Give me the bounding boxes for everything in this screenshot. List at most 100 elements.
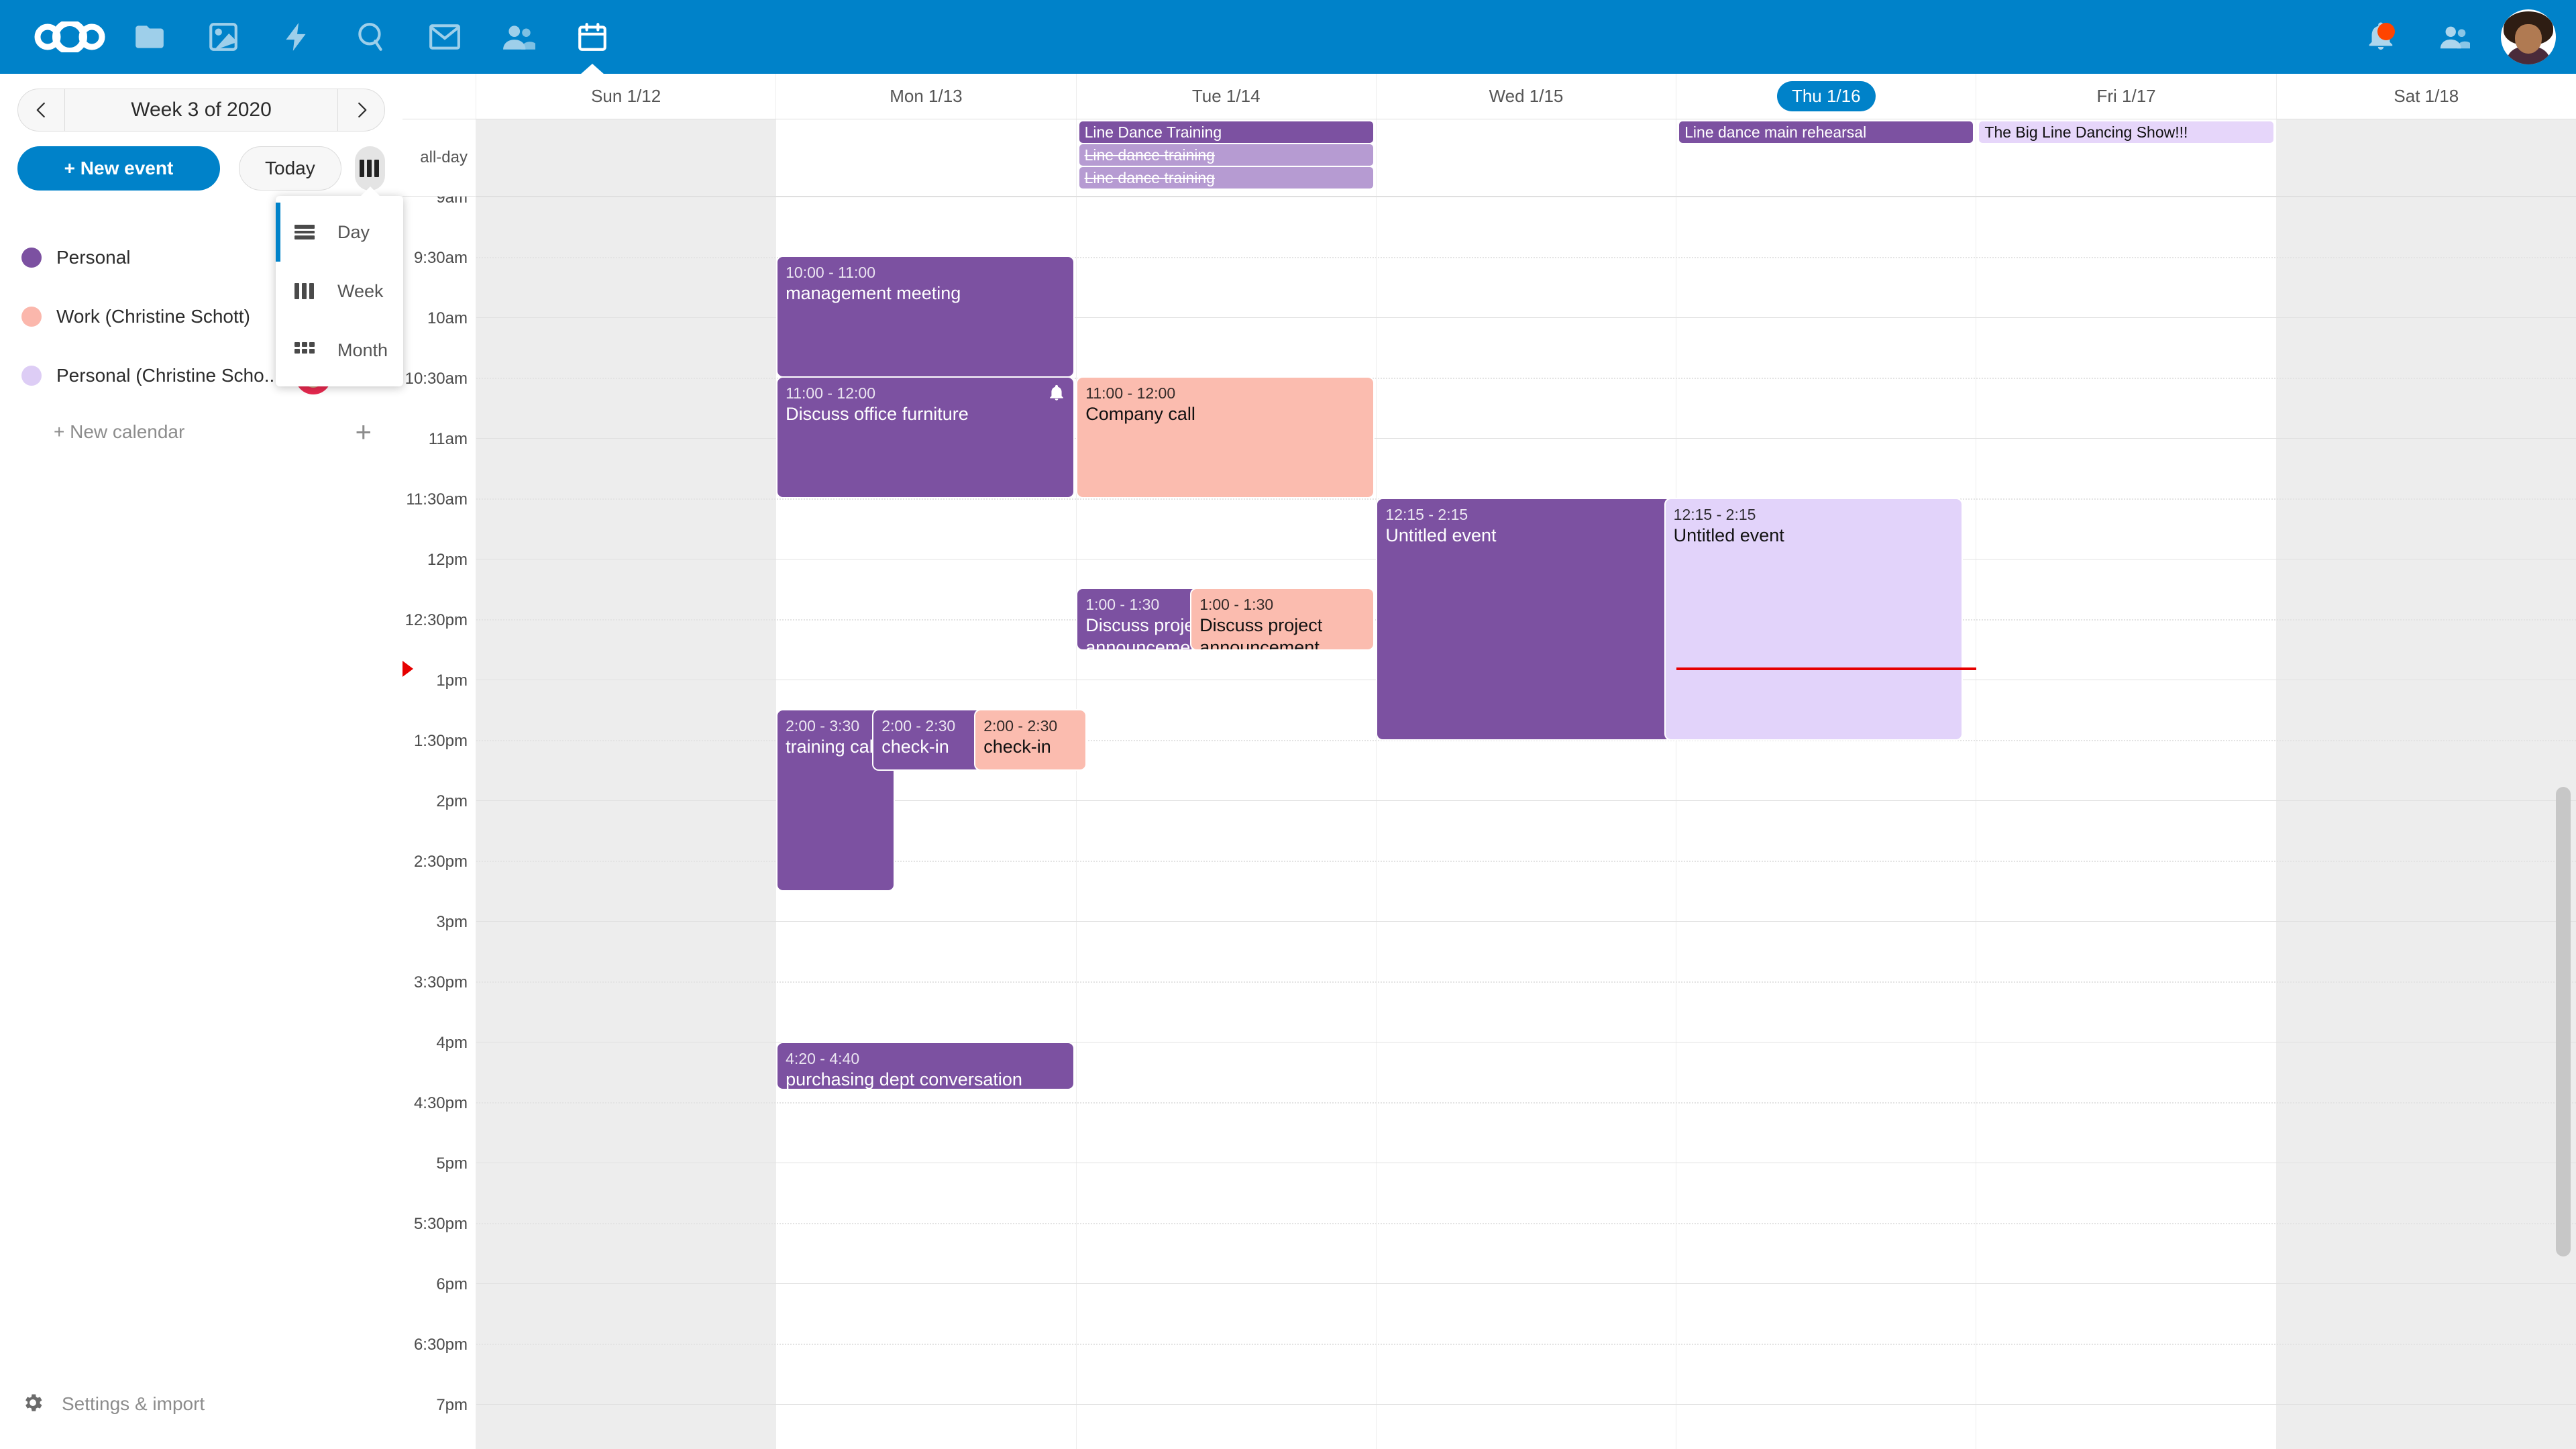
time-slot-day-4[interactable] (1676, 1223, 1977, 1283)
time-slot-day-3[interactable] (1377, 317, 1677, 378)
time-slot-day-1[interactable] (776, 317, 1077, 378)
time-slot-day-5[interactable] (1976, 921, 2277, 981)
datepicker-title[interactable]: Week 3 of 2020 (131, 99, 272, 121)
time-slot-day-3[interactable] (1377, 197, 1677, 257)
all-day-cell-5[interactable]: The Big Line Dancing Show!!! (1976, 119, 2277, 196)
time-slot-day-1[interactable] (776, 861, 1077, 921)
day-header-1[interactable]: Mon 1/13 (776, 74, 1077, 119)
time-slot-day-5[interactable] (1976, 378, 2277, 438)
time-slot-day-6[interactable] (2276, 680, 2576, 740)
all-day-cell-2[interactable]: Line Dance Training Line dance training Li… (1077, 119, 1377, 196)
time-slot-day-3[interactable] (1377, 438, 1677, 498)
time-slot-day-6[interactable] (2276, 197, 2576, 257)
time-slot-day-1[interactable] (776, 438, 1077, 498)
time-slot-day-4[interactable] (1676, 861, 1977, 921)
time-slot-day-5[interactable] (1976, 1344, 2277, 1404)
all-day-cell-1[interactable] (776, 119, 1077, 196)
time-slot-day-0[interactable] (476, 257, 777, 317)
notifications-bell-icon[interactable] (2344, 0, 2418, 74)
time-slot-day-5[interactable] (1976, 1042, 2277, 1102)
time-slot-day-1[interactable] (776, 800, 1077, 861)
time-slot-day-5[interactable] (1976, 498, 2277, 559)
day-header-5[interactable]: Fri 1/17 (1976, 74, 2277, 119)
new-event-button[interactable]: + New event (17, 146, 220, 191)
all-day-event[interactable]: Line dance training (1079, 144, 1373, 166)
time-slot-day-4[interactable] (1676, 378, 1977, 438)
calendar-event[interactable]: 2:00 - 2:30 check-in (975, 710, 1086, 769)
calendar-event[interactable]: 11:00 - 12:00 Discuss office furniture (777, 378, 1074, 497)
time-slot-day-4[interactable] (1676, 680, 1977, 740)
time-slot-day-0[interactable] (476, 861, 777, 921)
time-slot-day-2[interactable] (1077, 1102, 1377, 1163)
time-slot-day-2[interactable] (1077, 1223, 1377, 1283)
time-slot-day-6[interactable] (2276, 1283, 2576, 1344)
day-header-4[interactable]: Thu 1/16 (1676, 74, 1977, 119)
time-slot-day-4[interactable] (1676, 559, 1977, 619)
calendar-event[interactable]: 12:15 - 2:15 Untitled event (1665, 499, 1962, 739)
time-slot-day-5[interactable] (1976, 740, 2277, 800)
time-slot-day-5[interactable] (1976, 1163, 2277, 1223)
time-slot-day-0[interactable] (476, 1283, 777, 1344)
all-day-event[interactable]: Line Dance Training (1079, 121, 1373, 143)
time-slot-day-2[interactable] (1077, 378, 1377, 438)
time-slot-day-5[interactable] (1976, 438, 2277, 498)
time-slot-day-0[interactable] (476, 317, 777, 378)
files-icon[interactable] (113, 0, 186, 74)
time-slot-day-1[interactable] (776, 498, 1077, 559)
time-slot-day-2[interactable] (1077, 197, 1377, 257)
previous-week-button[interactable] (18, 89, 65, 131)
time-slot-day-6[interactable] (2276, 1102, 2576, 1163)
calendar-event[interactable]: 10:00 - 11:00 management meeting (777, 257, 1074, 376)
time-slot-day-0[interactable] (476, 1163, 777, 1223)
time-slot-day-4[interactable] (1676, 498, 1977, 559)
time-slot-day-2[interactable] (1077, 1283, 1377, 1344)
view-switcher-button[interactable] (354, 146, 385, 191)
time-slot-day-6[interactable] (2276, 1223, 2576, 1283)
time-slot-day-1[interactable] (776, 257, 1077, 317)
contacts-icon[interactable] (482, 0, 555, 74)
time-slot-day-0[interactable] (476, 619, 777, 680)
time-slot-day-6[interactable] (2276, 740, 2576, 800)
view-option-week[interactable]: Week (276, 262, 403, 321)
time-slot-day-0[interactable] (476, 438, 777, 498)
time-slot-day-6[interactable] (2276, 981, 2576, 1042)
time-slot-day-1[interactable] (776, 1223, 1077, 1283)
time-slot-day-6[interactable] (2276, 1404, 2576, 1449)
time-slot-day-0[interactable] (476, 680, 777, 740)
vertical-scrollbar[interactable] (2556, 787, 2571, 1256)
all-day-cell-4[interactable]: Line dance main rehearsal (1676, 119, 1977, 196)
time-slot-day-2[interactable] (1077, 438, 1377, 498)
calendar-event[interactable]: 1:00 - 1:30 Discuss project announcement (1191, 589, 1374, 649)
time-slot-day-2[interactable] (1077, 1163, 1377, 1223)
view-option-day[interactable]: Day (276, 203, 403, 262)
time-slot-day-5[interactable] (1976, 257, 2277, 317)
time-slot-day-0[interactable] (476, 740, 777, 800)
time-slot-day-2[interactable] (1077, 1404, 1377, 1449)
calendar-event[interactable]: 12:15 - 2:15 Untitled event (1377, 499, 1674, 739)
nextcloud-logo[interactable] (27, 13, 113, 60)
time-slot-day-0[interactable] (476, 800, 777, 861)
time-slot-day-4[interactable] (1676, 921, 1977, 981)
time-slot-day-3[interactable] (1377, 981, 1677, 1042)
time-slot-day-3[interactable] (1377, 740, 1677, 800)
time-slot-day-4[interactable] (1676, 1042, 1977, 1102)
day-header-2[interactable]: Tue 1/14 (1077, 74, 1377, 119)
time-slot-day-5[interactable] (1976, 619, 2277, 680)
calendar-event[interactable]: 4:20 - 4:40 purchasing dept conversation (777, 1043, 1074, 1089)
time-slot-day-5[interactable] (1976, 861, 2277, 921)
time-slot-day-2[interactable] (1077, 498, 1377, 559)
time-slot-day-2[interactable] (1077, 800, 1377, 861)
time-slot-day-4[interactable] (1676, 981, 1977, 1042)
time-slot-day-1[interactable] (776, 1163, 1077, 1223)
time-slot-day-3[interactable] (1377, 1102, 1677, 1163)
time-slot-day-4[interactable] (1676, 619, 1977, 680)
time-slot-day-0[interactable] (476, 981, 777, 1042)
time-slot-day-0[interactable] (476, 1042, 777, 1102)
time-slot-day-2[interactable] (1077, 740, 1377, 800)
today-button[interactable]: Today (239, 146, 341, 191)
next-week-button[interactable] (337, 89, 384, 131)
time-slot-day-6[interactable] (2276, 498, 2576, 559)
time-slot-day-5[interactable] (1976, 1102, 2277, 1163)
calendar-color-dot[interactable] (21, 366, 42, 386)
time-slot-day-6[interactable] (2276, 559, 2576, 619)
